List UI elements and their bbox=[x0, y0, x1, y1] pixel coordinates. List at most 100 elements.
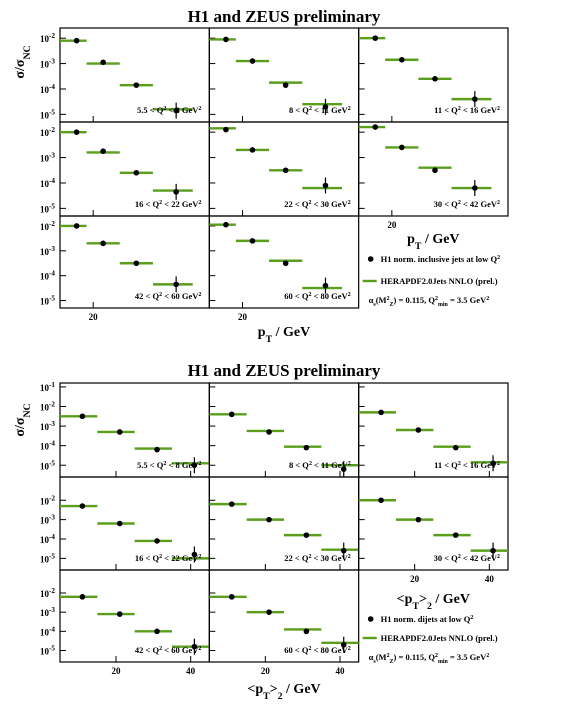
text-run: / GeV bbox=[432, 592, 470, 607]
superscript: -4 bbox=[49, 177, 55, 185]
y-tick-label: 10-5 bbox=[40, 108, 55, 120]
subscript: T bbox=[266, 334, 273, 345]
text-run: < 8 GeV bbox=[166, 460, 199, 470]
superscript: -5 bbox=[49, 459, 55, 467]
text-run: 10 bbox=[40, 554, 50, 564]
text-run: (M bbox=[376, 652, 387, 662]
q2-range-label: 60 < Q2 < 80 GeV2 bbox=[284, 645, 350, 655]
y-tick-label: 10-2 bbox=[40, 494, 55, 506]
x-tick-label: 20 bbox=[238, 312, 248, 322]
text-run: / GeV bbox=[283, 682, 321, 697]
superscript: -3 bbox=[49, 420, 55, 428]
data-point bbox=[79, 594, 86, 600]
text-run: < 22 GeV bbox=[162, 553, 199, 563]
text-run: < 16 GeV bbox=[461, 105, 498, 115]
superscript: 2 bbox=[348, 646, 351, 652]
superscript: 2 bbox=[308, 292, 311, 298]
superscript: 2 bbox=[497, 461, 500, 467]
data-point bbox=[73, 129, 80, 135]
subscript: Z bbox=[390, 302, 394, 308]
data-point bbox=[399, 144, 405, 151]
text-run: 10 bbox=[40, 110, 50, 120]
q2-range-label: 16 < Q2 < 22 GeV2 bbox=[135, 553, 201, 563]
text-run: < 30 GeV bbox=[311, 553, 348, 563]
text-run: 10 bbox=[40, 222, 50, 232]
text-run: 8 < Q bbox=[289, 105, 309, 115]
data-point bbox=[116, 429, 123, 435]
data-point bbox=[472, 96, 478, 102]
superscript: 2 bbox=[435, 653, 438, 659]
data-point bbox=[154, 628, 160, 635]
text-run: 30 < Q bbox=[434, 553, 459, 563]
legend-theory-label: HERAPDF2.0Jets NNLO (prel.) bbox=[381, 276, 498, 286]
panel-frame bbox=[208, 569, 360, 663]
data-point bbox=[340, 547, 347, 554]
y-axis-title: σ/σNC bbox=[13, 45, 33, 78]
text-run: 10 bbox=[40, 647, 50, 657]
superscript: 2 bbox=[458, 106, 461, 112]
data-point bbox=[399, 56, 405, 63]
q2-range-label: 22 < Q2 < 30 GeV2 bbox=[284, 553, 350, 563]
superscript: -2 bbox=[49, 494, 55, 502]
data-point bbox=[340, 466, 347, 472]
superscript: 2 bbox=[458, 461, 461, 467]
q2-range-label: 5.5 < Q2 < 8 GeV2 bbox=[137, 105, 201, 115]
text-run: / GeV bbox=[272, 325, 310, 340]
text-run: 22 < Q bbox=[284, 199, 309, 209]
subscript: NC bbox=[22, 403, 33, 417]
data-point bbox=[228, 594, 235, 600]
q2-range-label: 60 < Q2 < 80 GeV2 bbox=[284, 291, 350, 301]
text-run: σ/σ bbox=[13, 59, 28, 79]
data-point bbox=[191, 462, 198, 469]
superscript: -5 bbox=[49, 108, 55, 116]
superscript: -4 bbox=[49, 83, 55, 91]
y-tick-label: 10-2 bbox=[40, 587, 55, 599]
subscript: Z bbox=[390, 659, 394, 665]
data-point bbox=[340, 641, 347, 648]
superscript: -3 bbox=[49, 58, 55, 66]
text-run: 10 bbox=[40, 60, 50, 70]
panel-3: 11 < Q2 < 16 GeV2 bbox=[358, 382, 509, 478]
superscript: -2 bbox=[49, 32, 55, 40]
superscript: 2 bbox=[497, 554, 500, 560]
text-run: HERAPDF2.0Jets NNLO (prel.) bbox=[381, 276, 498, 286]
data-point bbox=[266, 429, 272, 435]
text-run: < 60 GeV bbox=[162, 645, 199, 655]
superscript: 2 bbox=[163, 461, 166, 467]
x-tick-label: 40 bbox=[186, 666, 196, 676]
text-run: 10 bbox=[40, 34, 50, 44]
superscript: 2 bbox=[486, 653, 489, 659]
data-point bbox=[133, 170, 140, 176]
text-run: 5.5 < Q bbox=[137, 460, 164, 470]
data-point bbox=[154, 446, 160, 453]
q2-range-label: 42 < Q2 < 60 GeV2 bbox=[135, 291, 201, 301]
data-point bbox=[432, 76, 438, 82]
q2-range-label: 8 < Q2 < 11 GeV2 bbox=[289, 460, 351, 470]
data-point bbox=[378, 497, 384, 504]
text-run: 10 bbox=[40, 627, 50, 637]
text-run: 42 < Q bbox=[135, 645, 160, 655]
text-run: ) = 0.115, Q bbox=[394, 295, 436, 305]
q2-range-label: 30 < Q2 < 42 GeV2 bbox=[434, 553, 500, 563]
superscript: -4 bbox=[49, 270, 55, 278]
data-point bbox=[223, 221, 229, 228]
superscript: 2 bbox=[198, 646, 201, 652]
subscript: s bbox=[373, 302, 376, 308]
data-point bbox=[415, 427, 422, 433]
superscript: 2 bbox=[348, 461, 351, 467]
superscript: -2 bbox=[49, 126, 55, 134]
text-run: 10 bbox=[40, 535, 50, 545]
data-point bbox=[100, 240, 106, 247]
subscript: NC bbox=[22, 45, 33, 59]
data-point bbox=[322, 182, 329, 189]
subscript: 2 bbox=[278, 691, 283, 702]
data-point bbox=[303, 628, 310, 635]
superscript: 2 bbox=[486, 296, 489, 302]
legend-alpha-label: αs(M2Z) = 0.115, Q2min = 3.5 GeV2 bbox=[369, 295, 490, 308]
legend-data-marker bbox=[367, 256, 374, 262]
text-run: H1 norm. dijets at low Q bbox=[381, 614, 471, 624]
superscript: 2 bbox=[348, 292, 351, 298]
